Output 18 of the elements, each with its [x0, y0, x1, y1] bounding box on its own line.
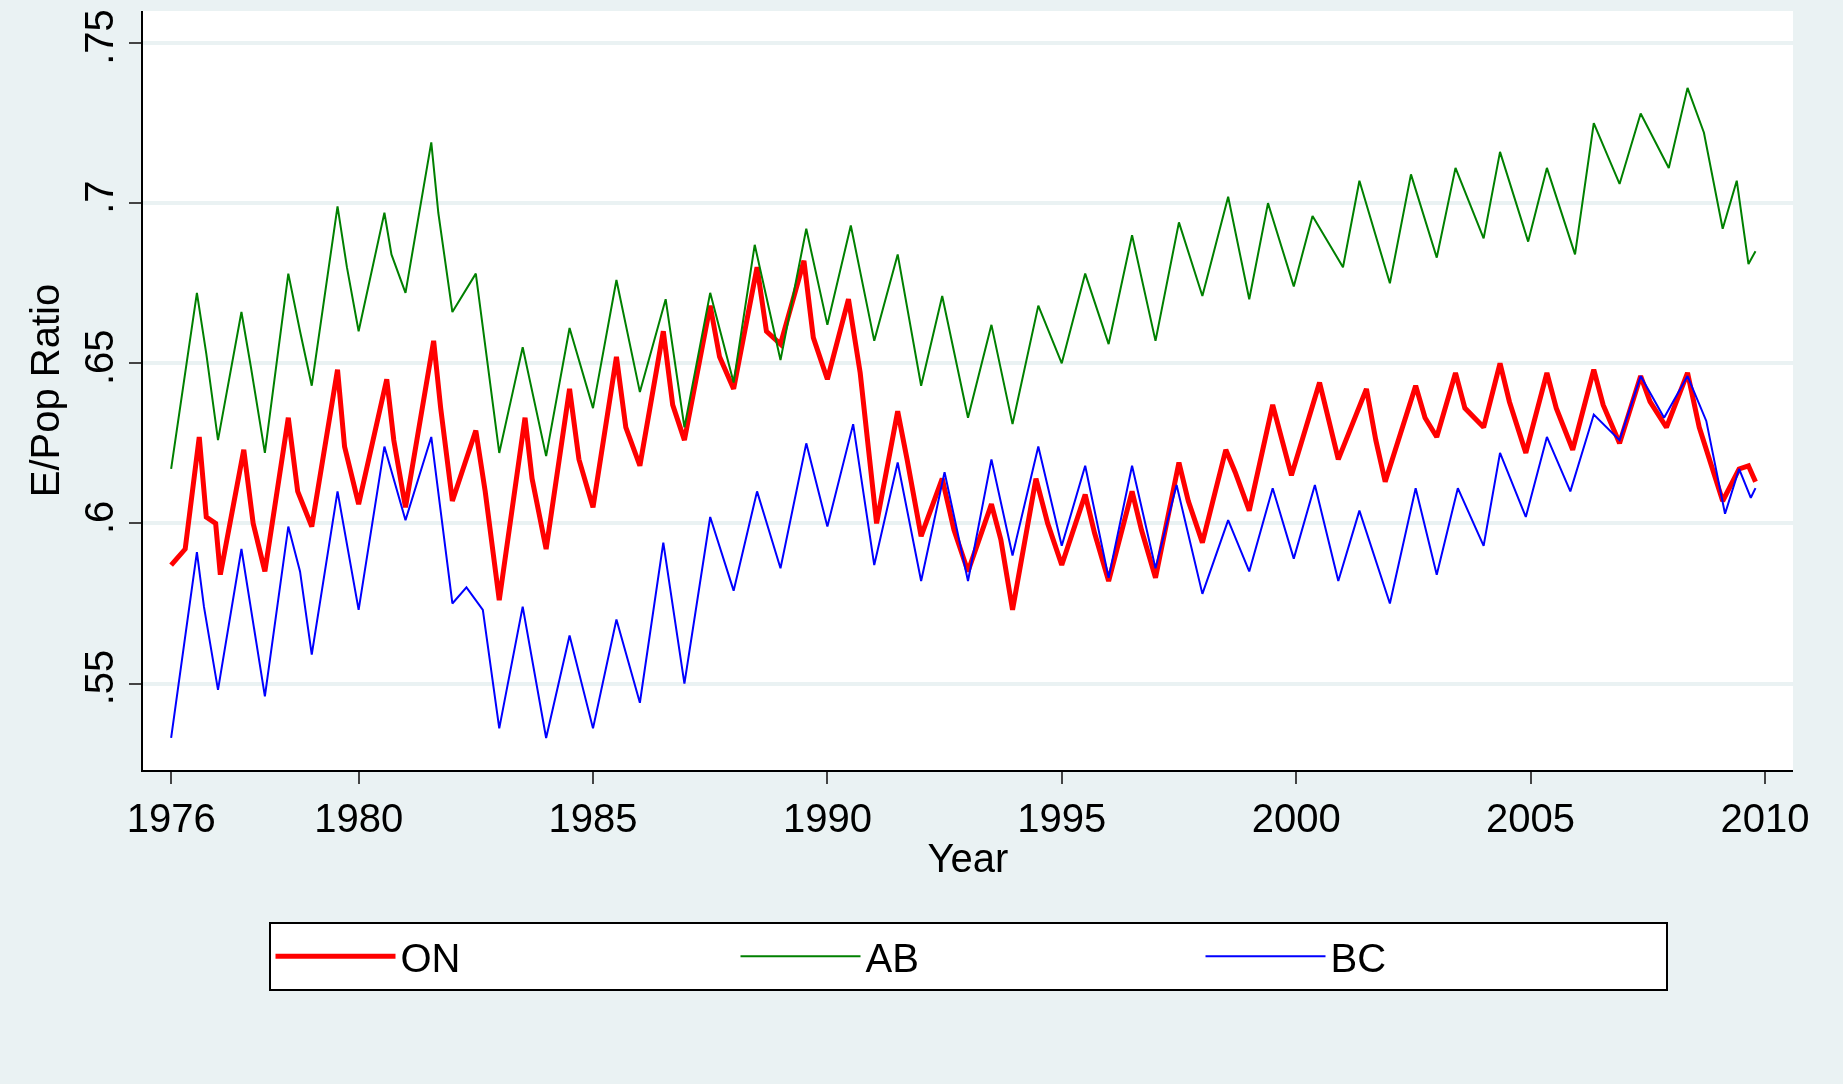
y-tick-label: .75 [77, 9, 121, 65]
x-tick-label: 1990 [782, 796, 872, 840]
x-tick-label: 1995 [1017, 796, 1107, 840]
x-tick-label: 1976 [126, 796, 216, 840]
y-tick-label: .55 [77, 649, 121, 706]
x-axis-title: Year [927, 836, 1009, 880]
legend-label: BC [1330, 935, 1387, 980]
x-tick-label: 1985 [548, 796, 638, 840]
y-tick-label: .65 [77, 329, 121, 386]
y-axis-title: E/Pop Ratio [23, 283, 67, 498]
y-tick-label: .6 [77, 500, 121, 535]
x-tick-label: 1980 [314, 796, 404, 840]
x-tick-label: 2010 [1720, 796, 1810, 840]
y-tick-label: .7 [77, 180, 121, 214]
x-tick-label: 2000 [1251, 796, 1341, 840]
x-tick-label: 2005 [1486, 796, 1575, 840]
legend-label: AB [865, 935, 919, 980]
legend-label: ON [400, 935, 461, 980]
